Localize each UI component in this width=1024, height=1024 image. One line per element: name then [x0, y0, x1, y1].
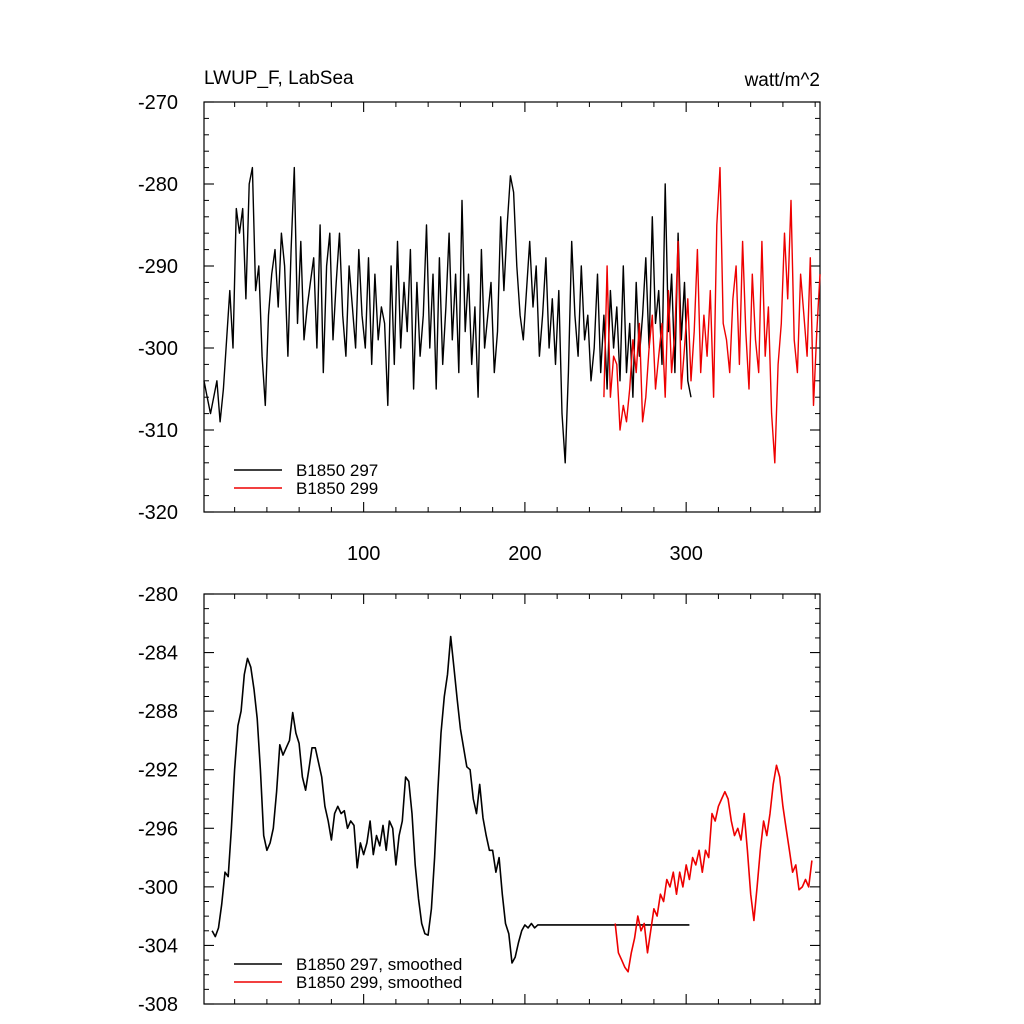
plot-frame	[203, 101, 821, 513]
series-line	[203, 166, 692, 464]
y-tick-label: -300	[138, 877, 178, 899]
series-lines	[211, 635, 813, 973]
y-tick-label: -304	[138, 935, 178, 957]
series-line	[603, 166, 821, 464]
y-tick-label: -320	[138, 502, 178, 524]
y-tick-label: -280	[138, 174, 178, 196]
legend-label: B1850 299, smoothed	[296, 973, 462, 992]
y-tick-label: -292	[138, 760, 178, 782]
x-tick-label: 100	[347, 543, 380, 565]
panel-title: LWUP_F, LabSea	[204, 68, 354, 89]
y-tick-label: -280	[138, 584, 178, 606]
y-tick-label: -300	[138, 338, 178, 360]
y-tick-label: -290	[138, 256, 178, 278]
series-line	[211, 635, 690, 964]
axes: -280 -284 -288 -292 -296 -300 -304 -308	[138, 584, 820, 1016]
series-lines	[203, 166, 821, 464]
y-tick-label: -284	[138, 643, 178, 665]
legend-label: B1850 299	[296, 479, 378, 498]
y-tick-label: -308	[138, 994, 178, 1016]
axes: -270 -280 -290 -300 -310 -320 100 200 300	[138, 92, 820, 565]
bottom-panel: -280 -284 -288 -292 -296 -300 -304 -308 B1850 2…	[138, 584, 821, 1016]
x-tick-label: 300	[669, 543, 702, 565]
units-label: watt/m^2	[744, 70, 820, 91]
legend-label: B1850 297	[296, 461, 378, 480]
y-tick-label: -270	[138, 92, 178, 114]
y-tick-label: -310	[138, 420, 178, 442]
x-tick-label: 200	[508, 543, 541, 565]
top-panel: LWUP_F, LabSea watt/m^2 -270 -280 -290 -300…	[138, 68, 821, 565]
y-tick-label: -288	[138, 701, 178, 723]
series-line	[614, 764, 813, 973]
y-tick-label: -296	[138, 818, 178, 840]
legend-label: B1850 297, smoothed	[296, 955, 462, 974]
